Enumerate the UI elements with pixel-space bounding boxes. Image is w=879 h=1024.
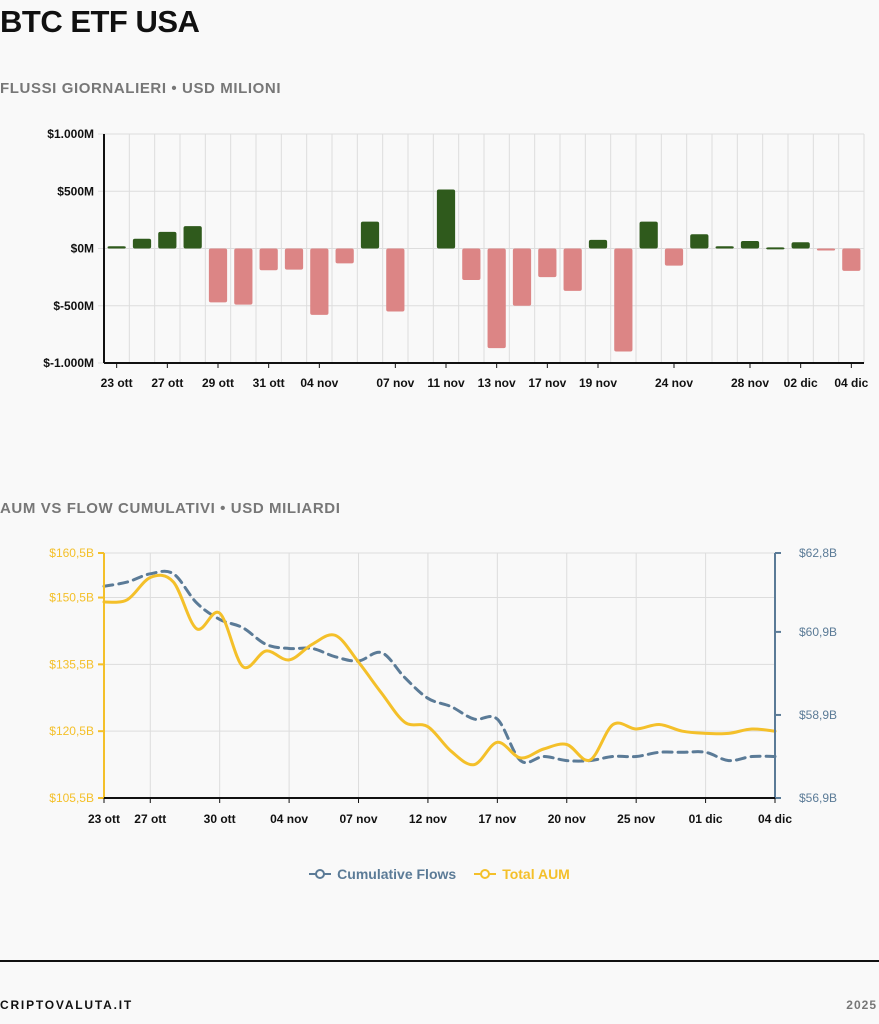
y-left-tick-label: $120,5B — [49, 724, 94, 738]
y-tick-label: $-500M — [53, 299, 94, 313]
legend-label: Cumulative Flows — [337, 866, 457, 882]
aum-vs-flows-line-chart: $160,5B $150,5B $135,5B $120,5B $105,5B $62,8… — [49, 546, 837, 826]
bar-inflow — [766, 247, 785, 250]
x-tick-label: 27 ott — [151, 376, 183, 390]
bar-inflow — [132, 238, 152, 249]
y-right-tick-label: $56,9B — [799, 791, 837, 805]
y-tick-label: $1.000M — [47, 127, 94, 141]
bar-outflow — [259, 248, 278, 271]
series-line-total-aum — [102, 573, 777, 767]
y-tick-label: $-1.000M — [43, 356, 94, 370]
bar-inflow — [740, 241, 760, 249]
x-tick-label: 20 nov — [548, 812, 586, 826]
bar-inflow — [715, 246, 734, 249]
x-tick-label: 19 nov — [579, 376, 617, 390]
flows-chart-title: FLUSSI GIORNALIERI • USD MILIONI — [0, 80, 282, 97]
x-tick-label: 24 nov — [655, 376, 693, 390]
y-left-tick-label: $160,5B — [49, 546, 94, 560]
bar-outflow — [234, 248, 253, 305]
x-tick-label: 01 dic — [689, 812, 723, 826]
bar-inflow — [588, 239, 608, 249]
bar-outflow — [310, 248, 329, 315]
aum-chart-title: AUM VS FLOW CUMULATIVI • USD MILIARDI — [0, 500, 341, 517]
bar-outflow — [284, 248, 304, 270]
x-tick-label: 04 nov — [300, 376, 338, 390]
x-tick-label: 31 ott — [253, 376, 285, 390]
y-left-tick-label: $135,5B — [49, 657, 94, 671]
legend-line-icon — [309, 868, 332, 880]
x-tick-label: 17 nov — [528, 376, 566, 390]
x-tick-label: 25 nov — [617, 812, 655, 826]
bar-outflow — [842, 248, 861, 271]
x-tick-label: 27 ott — [134, 812, 166, 826]
y-right-tick-label: $62,8B — [799, 546, 837, 560]
bar-outflow — [462, 248, 481, 280]
footer-divider — [0, 960, 879, 962]
bar-outflow — [816, 248, 836, 251]
x-tick-label: 30 ott — [204, 812, 236, 826]
x-tick-label: 04 dic — [758, 812, 792, 826]
legend-item-total-aum[interactable]: Total AUM — [474, 866, 570, 882]
daily-flows-bar-chart: $1.000M $500M $0M $-500M $-1.000M 23 ott 27 ot… — [43, 127, 868, 390]
series-line-cumulative-flows — [102, 569, 777, 765]
legend-item-cumulative-flows[interactable]: Cumulative Flows — [309, 866, 456, 882]
y-right-tick-label: $58,9B — [799, 708, 837, 722]
x-tick-label: 12 nov — [409, 812, 447, 826]
footer-brand: CRIPTOVALUTA.IT — [0, 998, 133, 1012]
x-tick-label: 17 nov — [478, 812, 516, 826]
x-tick-label: 13 nov — [478, 376, 516, 390]
bar-outflow — [563, 248, 582, 291]
bar-inflow — [158, 231, 177, 249]
x-tick-label: 28 nov — [731, 376, 769, 390]
bar-outflow — [512, 248, 532, 306]
bar-outflow — [208, 248, 228, 303]
x-tick-label: 07 nov — [376, 376, 414, 390]
y-right-tick-label: $60,9B — [799, 625, 837, 639]
y-left-tick-label: $105,5B — [49, 791, 94, 805]
footer-year: 2025 — [846, 998, 877, 1012]
x-tick-label: 04 dic — [834, 376, 868, 390]
bar-inflow — [183, 226, 202, 249]
x-tick-label: 11 nov — [427, 376, 465, 390]
legend-label: Total AUM — [502, 866, 570, 882]
x-tick-label: 29 ott — [202, 376, 234, 390]
bar-outflow — [487, 248, 506, 349]
x-tick-label: 23 ott — [88, 812, 120, 826]
bar-outflow — [538, 248, 557, 278]
bar-outflow — [664, 248, 684, 266]
bar-inflow — [107, 246, 126, 249]
x-tick-label: 23 ott — [101, 376, 133, 390]
page-title: BTC ETF USA — [0, 4, 200, 39]
bar-inflow — [690, 234, 709, 249]
x-tick-label: 02 dic — [784, 376, 818, 390]
y-tick-label: $500M — [57, 184, 94, 198]
y-tick-label: $0M — [71, 242, 94, 256]
x-tick-label: 07 nov — [340, 812, 378, 826]
bar-outflow — [614, 248, 633, 352]
y-left-tick-label: $150,5B — [49, 591, 94, 605]
bar-inflow — [791, 242, 810, 249]
chart-legend: Cumulative Flows Total AUM — [0, 866, 879, 882]
x-tick-label: 04 nov — [270, 812, 308, 826]
bar-inflow — [436, 189, 456, 249]
bar-inflow — [360, 221, 380, 249]
bar-inflow — [639, 221, 658, 249]
bar-outflow — [335, 248, 354, 264]
legend-line-icon — [474, 868, 497, 880]
bar-outflow — [386, 248, 405, 312]
